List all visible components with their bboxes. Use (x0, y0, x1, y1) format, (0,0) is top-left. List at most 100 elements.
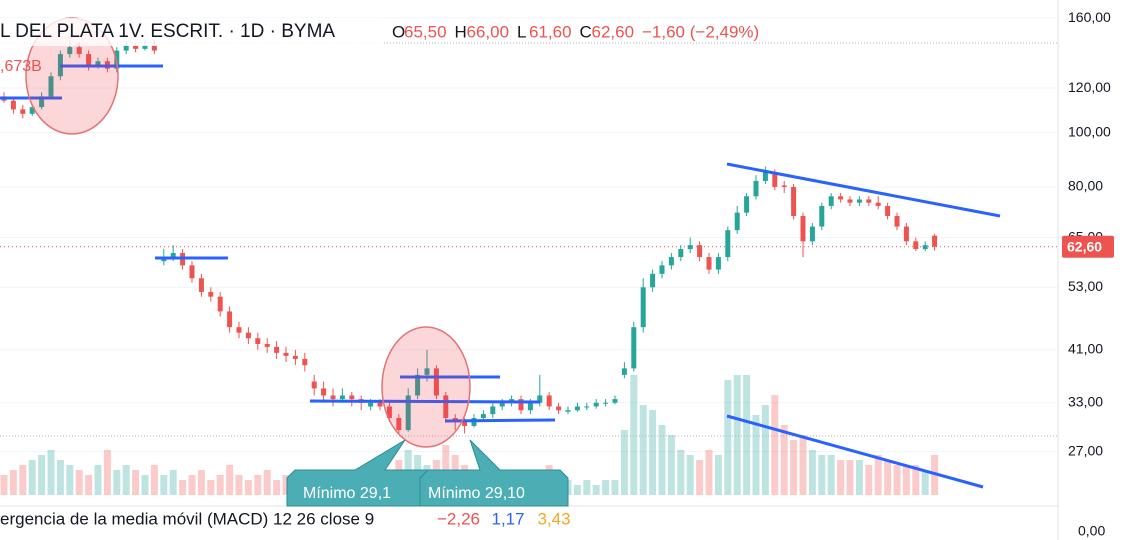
candle-body (894, 216, 900, 227)
candle-body (151, 45, 157, 51)
drawings (0, 64, 1001, 489)
candle-body (744, 196, 750, 213)
volume-bar (207, 480, 215, 495)
candle-body (603, 402, 609, 404)
candle-body (838, 196, 844, 200)
volume-bar (846, 460, 854, 495)
highlight-ellipse (381, 326, 471, 448)
callout-text: Mínimo 29,1 (303, 485, 391, 502)
candle-body (123, 45, 129, 51)
volume-bar (686, 455, 694, 495)
volume-bar (780, 425, 788, 495)
volume-bar (724, 380, 732, 495)
volume-bar (263, 470, 271, 495)
volume-bar (658, 425, 666, 495)
y-tick-label: 53,00 (1068, 278, 1103, 294)
volume-bar (620, 430, 628, 495)
volume-bar (254, 475, 262, 495)
candle-body (903, 226, 909, 242)
candle-body (424, 368, 430, 375)
volume-bar (799, 435, 807, 495)
volume-bar (630, 375, 638, 495)
volume-bar (28, 460, 36, 495)
candle-body (208, 291, 214, 297)
candle-body (227, 311, 233, 328)
callout (419, 439, 569, 507)
candle-body (621, 368, 627, 375)
volume-bar (216, 475, 224, 495)
ohlc-value: 62,60 (592, 22, 635, 41)
candle-body (678, 249, 684, 258)
volume-bar (573, 485, 581, 495)
volume-bar (761, 405, 769, 495)
candle-body (922, 245, 928, 250)
candle-body (762, 172, 768, 181)
chart-title: L DEL PLATA 1V. ESCRIT. · 1D · BYMA (0, 21, 335, 42)
y-tick-label: 100,00 (1068, 123, 1111, 139)
ohlc-value: 66,00 (467, 22, 510, 41)
candle-body (828, 196, 834, 206)
ohlc-key: L (517, 22, 526, 41)
candle-body (443, 395, 449, 418)
candle-body (76, 47, 82, 55)
candle-body (885, 205, 891, 217)
candle-body (490, 406, 496, 415)
candle-body (659, 265, 665, 274)
volume-bar (273, 480, 281, 495)
volume-bar (696, 460, 704, 495)
candle-body (715, 257, 721, 270)
volume-bar (103, 450, 111, 495)
volume-bar (47, 450, 55, 495)
volume-bar (179, 480, 187, 495)
macd-value: −2,26 (437, 509, 480, 528)
volume-bar (902, 465, 910, 495)
candle-body (781, 185, 787, 187)
volume-bar (912, 465, 920, 495)
candle-body (292, 355, 298, 359)
candle-body (462, 421, 468, 426)
candle-body (39, 96, 45, 108)
macd-title: ergencia de la media móvil (MACD) 12 26 … (0, 509, 374, 528)
y-tick-label: 27,00 (1068, 442, 1103, 458)
volume-bar (649, 410, 657, 495)
candle-body (537, 395, 543, 403)
candle-body (95, 61, 101, 67)
y-tick-label: 80,00 (1068, 178, 1103, 194)
candle-body (377, 402, 383, 407)
candle-body (499, 402, 505, 407)
volume-bar (132, 470, 140, 495)
ohlc-key: H (455, 22, 467, 41)
y-tick-label: 160,00 (1068, 9, 1111, 25)
candle-body (396, 417, 402, 431)
candle-body (640, 287, 646, 328)
ohlc-value: 61,60 (529, 22, 572, 41)
candle-body (565, 410, 571, 412)
candle-body (650, 273, 656, 288)
candle-body (48, 76, 54, 97)
volume-bar (160, 475, 168, 495)
ohlc-value: 65,50 (404, 22, 447, 41)
volume-bar (9, 470, 17, 495)
candle-body (734, 212, 740, 231)
candle-body (86, 54, 92, 67)
volume-bar (197, 470, 205, 495)
candle-body (913, 241, 919, 250)
volume-bar (818, 455, 826, 495)
volume-bar (19, 465, 27, 495)
macd-tick-label: 0,00 (1078, 523, 1105, 539)
volume-bar (113, 470, 121, 495)
y-tick-label: 120,00 (1068, 79, 1111, 95)
volume-bar (667, 435, 675, 495)
candle-body (875, 202, 881, 206)
candle-body (518, 399, 524, 411)
volume-bar (235, 475, 243, 495)
volume-bar (0, 475, 8, 495)
callouts: Mínimo 29,1 Mínimo 29,10 (286, 439, 569, 507)
volume-bar (226, 465, 234, 495)
ohlc-key: O (392, 22, 405, 41)
candle-body (142, 45, 148, 49)
candle-body (386, 406, 392, 418)
trend-line (726, 162, 1001, 218)
volume-bar (169, 470, 177, 495)
candle-body (349, 395, 355, 400)
